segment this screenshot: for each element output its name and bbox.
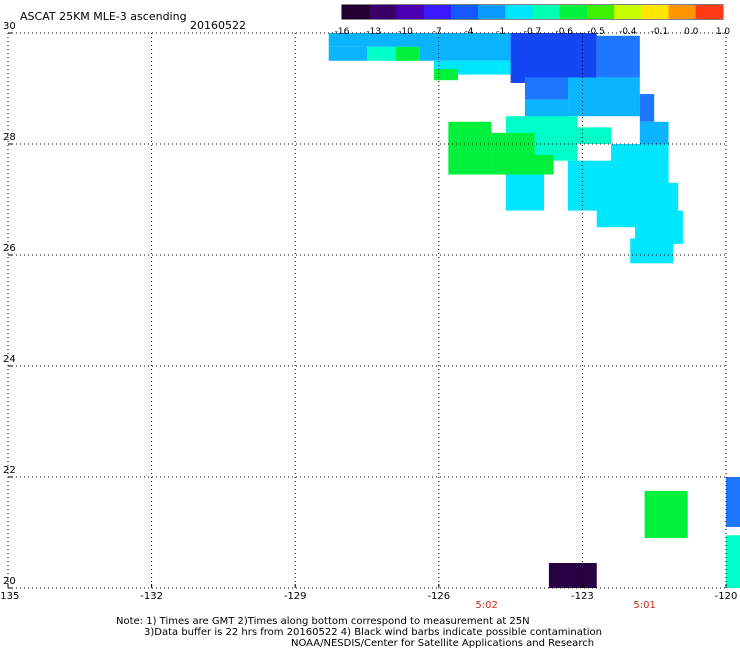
- colorbar-segment: [342, 5, 370, 19]
- colorbar-label: -10: [398, 27, 413, 37]
- colorbar-segment: [423, 5, 452, 19]
- note-line-1: Note: 1) Times are GMT 2)Times along bot…: [116, 616, 530, 627]
- pass-time-label: 5:01: [633, 600, 656, 611]
- wind-swath-cell: [434, 69, 458, 81]
- colorbar-label: -13: [366, 27, 382, 37]
- colorbar-label: 1.0: [715, 27, 731, 37]
- colorbar-segment: [478, 5, 506, 19]
- x-tick-label: -129: [283, 591, 307, 602]
- wind-swath-cell: [577, 127, 612, 144]
- colorbar-label: -1: [496, 27, 506, 37]
- colorbar-label: -0.6: [555, 27, 574, 37]
- wind-swath-cell: [726, 535, 740, 588]
- wind-swath-cell: [510, 33, 597, 83]
- colorbar-segment: [695, 5, 724, 19]
- colorbar-label: 0.0: [684, 27, 699, 37]
- colorbar-segment: [532, 5, 561, 19]
- colorbar-label: -0.7: [523, 27, 542, 37]
- x-tick-label: -120: [714, 591, 738, 602]
- colorbar-segment: [668, 5, 697, 19]
- colorbar-segment: [369, 5, 398, 19]
- x-tick-label: -132: [140, 591, 163, 602]
- colorbar-label: -0.1: [650, 27, 669, 37]
- colorbar-segment: [641, 5, 670, 19]
- map-date: 20160522: [190, 19, 246, 32]
- wind-swath-cell: [534, 155, 554, 175]
- wind-swath-cell: [596, 35, 640, 78]
- y-tick-label: 26: [3, 243, 16, 254]
- wind-swath-cell: [639, 94, 655, 122]
- wind-swath-cell: [568, 77, 640, 117]
- note-line-3: NOAA/NESDIS/Center for Satellite Applica…: [291, 638, 595, 649]
- x-tick-label: -123: [571, 591, 594, 602]
- wind-swath-cell: [328, 46, 367, 61]
- x-tick-label: -126: [427, 591, 451, 602]
- colorbar-segment: [586, 5, 615, 19]
- y-tick-label: 24: [3, 354, 16, 365]
- y-tick-label: 22: [3, 465, 16, 476]
- colorbar-label: -16: [334, 27, 350, 37]
- colorbar-label: -4: [464, 27, 474, 37]
- y-tick-label: 28: [3, 132, 16, 143]
- y-tick-label: 20: [3, 576, 16, 587]
- y-tick-label: 30: [3, 21, 16, 32]
- wind-swath-cell: [524, 77, 569, 100]
- wind-swath-cell: [419, 33, 511, 61]
- wind-swath-cell: [726, 477, 740, 527]
- colorbar-segment: [559, 5, 588, 19]
- note-line-2: 3)Data buffer is 22 hrs from 20160522 4)…: [144, 627, 602, 638]
- wind-swath-cell: [644, 490, 688, 539]
- colorbar-segment: [396, 5, 425, 19]
- map-title: ASCAT 25KM MLE-3 ascending: [20, 10, 187, 23]
- wind-swath-cell: [491, 132, 535, 175]
- colorbar-label: -0.4: [618, 27, 637, 37]
- colorbar-label: -0.5: [587, 27, 605, 37]
- pass-time-label: 5:02: [475, 600, 498, 611]
- colorbar-segment: [505, 5, 534, 19]
- wind-swath-cell: [548, 563, 597, 588]
- colorbar-label: -7: [432, 27, 442, 37]
- colorbar-segment: [614, 5, 642, 19]
- wind-swath-cell: [630, 238, 674, 264]
- colorbar-segment: [450, 5, 479, 19]
- wind-swath-cell: [505, 171, 545, 211]
- wind-swath-cell: [395, 46, 420, 61]
- wind-swath-cell: [448, 121, 492, 175]
- x-tick-label: -135: [0, 591, 20, 602]
- wind-swath-cell: [328, 33, 435, 47]
